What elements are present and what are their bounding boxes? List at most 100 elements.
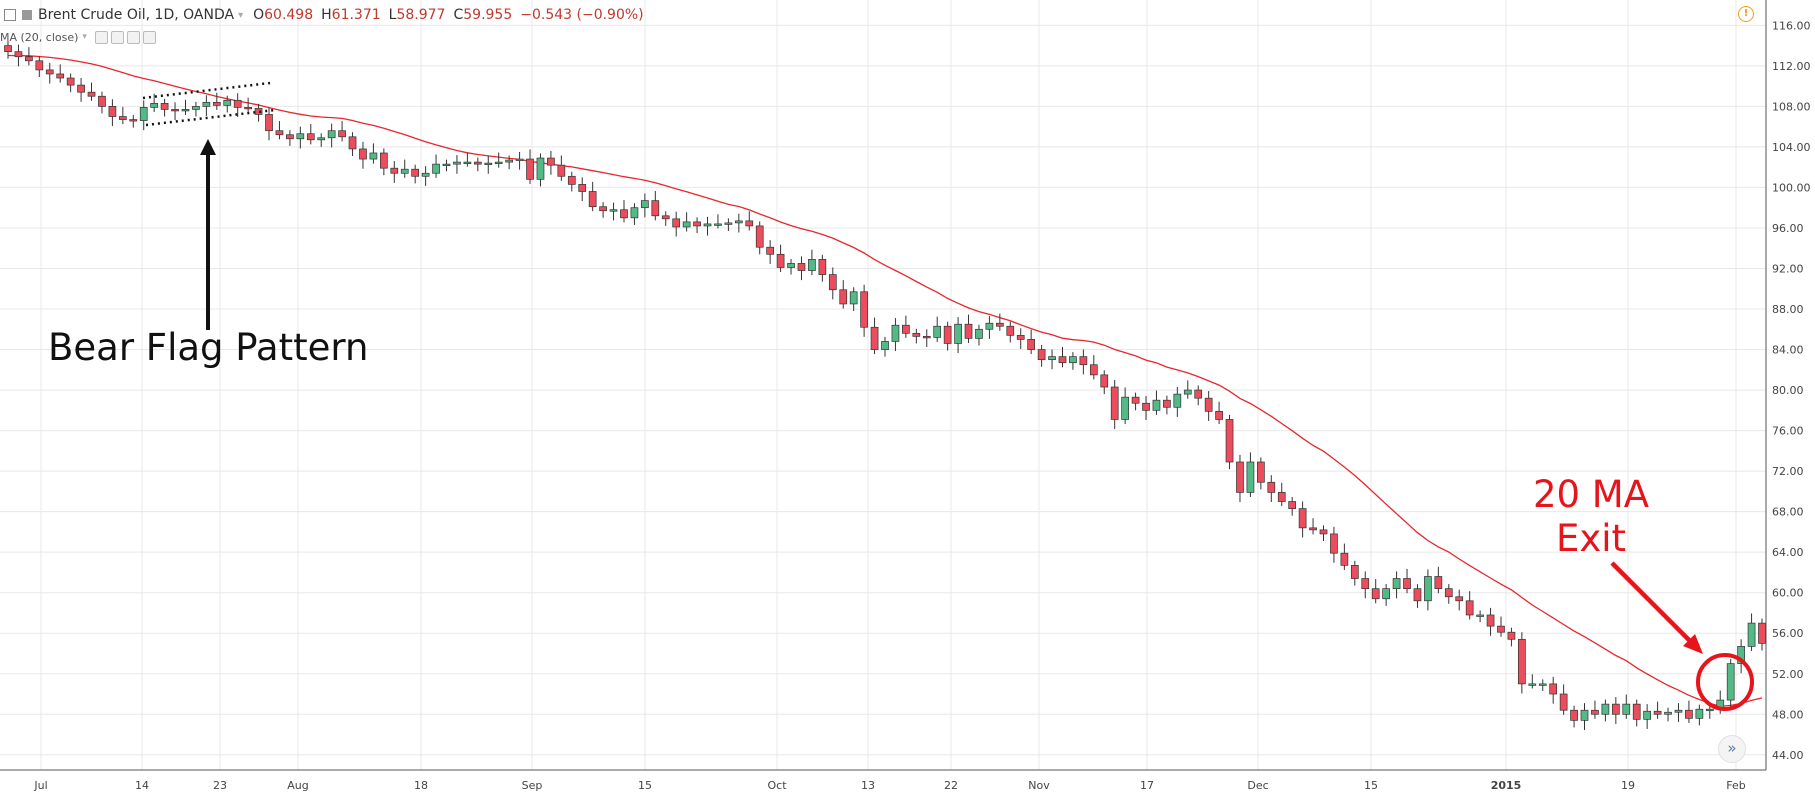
x-tick-label: 23 xyxy=(213,779,227,792)
exit-arrow-head xyxy=(1683,634,1703,654)
candle-body xyxy=(463,161,472,164)
candle-body xyxy=(1142,402,1150,411)
candle-body xyxy=(45,69,54,75)
candle-body xyxy=(881,341,889,350)
candle-body xyxy=(494,161,503,164)
candle-body xyxy=(1653,710,1662,715)
candle-body xyxy=(1361,578,1370,589)
candle-body xyxy=(828,274,837,291)
y-tick-label: 100.00 xyxy=(1772,181,1811,194)
candle-body xyxy=(275,130,284,136)
y-tick-label: 64.00 xyxy=(1772,546,1804,559)
candle-body xyxy=(369,152,378,160)
candle-body xyxy=(776,253,785,268)
y-tick-label: 112.00 xyxy=(1772,60,1811,73)
candle-body xyxy=(787,263,795,268)
annotations: Bear Flag Pattern 20 MA Exit xyxy=(48,81,1754,711)
candle-body xyxy=(411,168,420,177)
candle-body xyxy=(1664,711,1672,715)
exit-arrow-shaft xyxy=(1610,561,1694,645)
candle-body xyxy=(1027,339,1036,350)
candle-body xyxy=(1611,703,1620,715)
candle-body xyxy=(473,161,482,165)
candle-body xyxy=(212,101,221,106)
candle-body xyxy=(1257,461,1265,483)
chevron-down-icon[interactable]: ▾ xyxy=(238,9,244,21)
candle-body xyxy=(160,102,169,110)
candle-body xyxy=(1246,461,1255,493)
candle-body xyxy=(1403,578,1411,589)
x-tick-label: 15 xyxy=(1364,779,1378,792)
candle-body xyxy=(1215,410,1223,420)
candle-body xyxy=(1705,708,1714,712)
candle-body xyxy=(1747,622,1756,647)
candle-body xyxy=(77,84,85,93)
candle-body xyxy=(505,159,513,163)
candle-body xyxy=(891,324,900,342)
y-tick-label: 108.00 xyxy=(1772,100,1811,113)
candle-body xyxy=(630,207,639,219)
candle-body xyxy=(902,324,910,334)
candle-body xyxy=(808,259,816,271)
candle-body xyxy=(1110,386,1119,420)
collapse-icon[interactable] xyxy=(4,9,16,21)
candle-body xyxy=(1048,356,1056,361)
x-tick-label: Feb xyxy=(1726,779,1745,792)
candle-body xyxy=(1319,529,1328,535)
candle-body xyxy=(1444,588,1453,598)
x-tick-label: Oct xyxy=(767,779,787,792)
candle-body xyxy=(25,56,33,62)
candle-body xyxy=(1288,501,1297,509)
candle-body xyxy=(1518,638,1526,685)
candle-body xyxy=(745,220,754,227)
candle-body xyxy=(421,172,430,177)
candle-body xyxy=(755,225,764,248)
indicator-chevron-icon[interactable]: ▾ xyxy=(82,32,87,42)
candle-body xyxy=(922,336,931,339)
candles xyxy=(4,41,1766,730)
x-tick-label: Dec xyxy=(1247,779,1268,792)
candle-body xyxy=(1298,508,1307,529)
candle-body xyxy=(1622,703,1631,715)
candle-body xyxy=(1330,533,1338,554)
more-icon[interactable] xyxy=(142,30,156,44)
warning-icon[interactable]: ! xyxy=(1738,6,1754,22)
ma-line xyxy=(7,54,1763,708)
high-readout: H61.371 xyxy=(321,7,381,23)
candle-body xyxy=(870,326,879,350)
candle-body xyxy=(964,323,973,339)
candle-body xyxy=(703,223,712,227)
candle-body xyxy=(693,221,701,227)
candle-body xyxy=(442,163,451,166)
candle-body xyxy=(1528,683,1537,686)
scroll-to-latest-icon[interactable]: » xyxy=(1718,735,1746,763)
candle-body xyxy=(35,60,44,71)
symbol-title[interactable]: Brent Crude Oil, 1D, OANDA xyxy=(38,7,235,23)
close-icon[interactable] xyxy=(126,30,140,44)
y-tick-label: 104.00 xyxy=(1772,141,1811,154)
settings-icon[interactable] xyxy=(110,30,124,44)
candle-body xyxy=(139,107,148,121)
y-tick-label: 44.00 xyxy=(1772,749,1804,762)
candle-body xyxy=(1277,492,1286,502)
candle-body xyxy=(682,221,691,228)
candle-body xyxy=(1726,663,1735,701)
candle-body xyxy=(588,191,597,208)
candle-body xyxy=(286,134,294,140)
candle-body xyxy=(453,161,461,165)
candle-body xyxy=(171,109,179,112)
candle-body xyxy=(1392,578,1401,589)
candle-body xyxy=(1089,364,1098,376)
candle-body xyxy=(1204,397,1213,412)
candle-body xyxy=(484,162,493,165)
candle-body xyxy=(306,133,315,141)
eye-icon[interactable] xyxy=(94,30,108,44)
indicator-label[interactable]: MA (20, close) xyxy=(0,30,79,44)
candle-body xyxy=(1424,576,1432,602)
candle-body xyxy=(1580,709,1589,721)
ma-exit-label-line2: Exit xyxy=(1556,517,1626,560)
candle-body xyxy=(912,332,921,337)
candle-body xyxy=(975,328,983,339)
y-tick-label: 80.00 xyxy=(1772,384,1804,397)
